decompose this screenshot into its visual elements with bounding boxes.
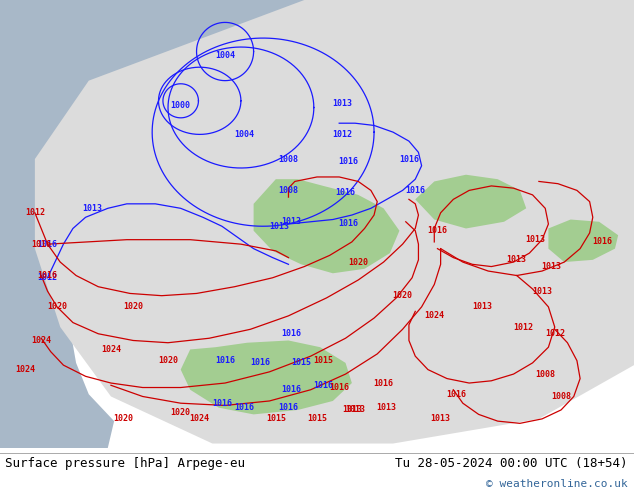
- Polygon shape: [181, 341, 352, 415]
- Text: 1016: 1016: [399, 154, 419, 164]
- Text: 1013: 1013: [82, 204, 102, 213]
- Text: 1016: 1016: [215, 356, 235, 365]
- Text: 1016: 1016: [278, 403, 299, 412]
- Text: 1020: 1020: [348, 258, 368, 267]
- Text: 1016: 1016: [329, 383, 349, 392]
- Text: 1013: 1013: [332, 98, 353, 107]
- Text: 1008: 1008: [278, 154, 299, 164]
- Text: 1020: 1020: [113, 415, 134, 423]
- Text: 1016: 1016: [339, 220, 359, 228]
- Text: 1024: 1024: [31, 336, 51, 345]
- Text: 1020: 1020: [392, 291, 413, 300]
- Text: 1013: 1013: [377, 403, 397, 412]
- Text: 1016: 1016: [373, 379, 394, 388]
- Text: 1016: 1016: [427, 226, 448, 235]
- Text: 1020: 1020: [123, 302, 143, 311]
- Text: 1016: 1016: [234, 403, 254, 412]
- Text: 1013: 1013: [342, 405, 362, 415]
- Text: 1000: 1000: [171, 101, 191, 110]
- Text: 1015: 1015: [313, 356, 333, 365]
- Text: 1016: 1016: [281, 329, 302, 338]
- Text: 1012: 1012: [332, 130, 353, 139]
- Text: 1013: 1013: [269, 222, 289, 231]
- Text: © weatheronline.co.uk: © weatheronline.co.uk: [486, 479, 628, 489]
- Text: 1008: 1008: [278, 186, 299, 195]
- Polygon shape: [415, 175, 526, 228]
- Text: 1016: 1016: [37, 271, 58, 280]
- Text: 1013: 1013: [526, 235, 546, 244]
- Text: 1013: 1013: [281, 217, 302, 226]
- Text: 1013: 1013: [430, 415, 451, 423]
- Text: 1016: 1016: [37, 240, 58, 248]
- Text: 1016: 1016: [335, 188, 356, 197]
- Text: 1012: 1012: [545, 329, 565, 338]
- Text: 1013: 1013: [345, 405, 365, 415]
- Polygon shape: [254, 179, 399, 273]
- Text: 1015: 1015: [307, 415, 327, 423]
- Text: 1013: 1013: [541, 262, 562, 271]
- Text: 1008: 1008: [535, 369, 555, 379]
- Text: 1012: 1012: [513, 322, 533, 332]
- Text: 1004: 1004: [215, 51, 235, 60]
- Text: 1013: 1013: [507, 255, 527, 264]
- Polygon shape: [548, 220, 618, 262]
- Text: 1016: 1016: [446, 390, 467, 399]
- Text: 1016: 1016: [281, 385, 302, 394]
- Text: 1016: 1016: [250, 358, 270, 368]
- Text: 1016: 1016: [592, 238, 612, 246]
- Text: 1012: 1012: [25, 208, 45, 217]
- Text: 1013: 1013: [532, 287, 552, 295]
- Polygon shape: [0, 0, 317, 448]
- Polygon shape: [35, 0, 634, 443]
- Text: Tu 28-05-2024 00:00 UTC (18+54): Tu 28-05-2024 00:00 UTC (18+54): [395, 458, 628, 470]
- Text: 1016: 1016: [339, 157, 359, 166]
- Text: 1016: 1016: [313, 381, 333, 390]
- Text: 1012: 1012: [37, 273, 58, 282]
- Text: 1020: 1020: [158, 356, 178, 365]
- Text: 1024: 1024: [15, 365, 36, 374]
- Text: 1013: 1013: [472, 302, 492, 311]
- Text: 1020: 1020: [171, 408, 191, 416]
- Text: 1016: 1016: [31, 240, 51, 248]
- Text: Surface pressure [hPa] Arpege-eu: Surface pressure [hPa] Arpege-eu: [5, 458, 245, 470]
- Text: 1024: 1024: [424, 311, 444, 320]
- Text: 1016: 1016: [405, 186, 425, 195]
- Text: 1015: 1015: [291, 358, 311, 368]
- Text: 1024: 1024: [190, 415, 210, 423]
- Text: 1016: 1016: [212, 399, 232, 408]
- Text: 1015: 1015: [266, 415, 286, 423]
- Text: 1004: 1004: [234, 130, 254, 139]
- Text: 1024: 1024: [101, 345, 121, 354]
- Text: 1008: 1008: [551, 392, 571, 401]
- Text: 1020: 1020: [47, 302, 67, 311]
